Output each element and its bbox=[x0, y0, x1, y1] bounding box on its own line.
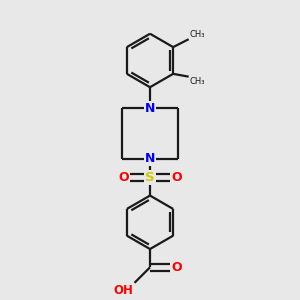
Text: CH₃: CH₃ bbox=[190, 30, 205, 39]
Text: O: O bbox=[171, 171, 182, 184]
Text: CH₃: CH₃ bbox=[190, 77, 205, 86]
Text: N: N bbox=[145, 102, 155, 115]
Text: N: N bbox=[145, 152, 155, 166]
Text: O: O bbox=[172, 261, 182, 274]
Text: S: S bbox=[145, 171, 155, 184]
Text: O: O bbox=[118, 171, 129, 184]
Text: OH: OH bbox=[113, 284, 133, 297]
